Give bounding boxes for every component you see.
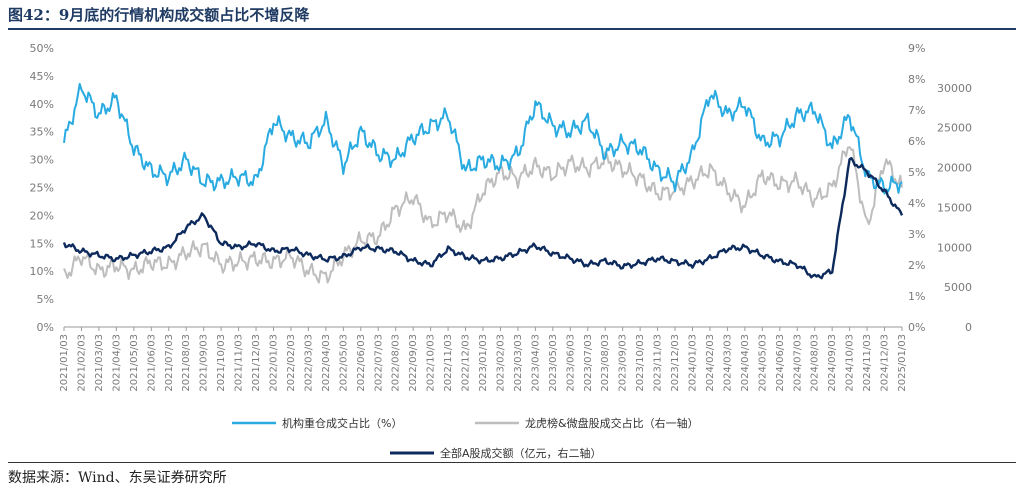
left-axis-tick-label: 0%	[37, 321, 54, 334]
x-axis-tick-label: 2023/10/03	[635, 334, 646, 392]
right-axis-1-tick-label: 2%	[908, 259, 925, 272]
left-axis-tick-label: 20%	[30, 209, 54, 222]
x-axis-tick-label: 2021/05/03	[129, 334, 140, 392]
x-axis-tick-label: 2024/08/03	[810, 334, 821, 392]
source-divider	[8, 462, 1016, 463]
x-axis-tick-label: 2024/12/03	[880, 334, 891, 392]
x-axis-tick-label: 2022/11/03	[443, 334, 454, 392]
left-axis-tick-label: 30%	[30, 154, 54, 167]
legend-label: 龙虎榜&微盘股成交占比（右一轴）	[525, 416, 699, 430]
series-line-2	[63, 146, 903, 284]
right-axis-1-tick-label: 4%	[908, 197, 925, 210]
x-axis-tick-label: 2024/01/03	[688, 334, 699, 392]
x-axis-tick-label: 2024/10/03	[845, 334, 856, 392]
left-axis: 0% 5% 10% 15% 20% 25% 30% 35% 40% 45% 50%	[30, 42, 54, 334]
x-axis-tick-label: 2024/05/03	[757, 334, 768, 392]
right-axis-1-tick-label: 7%	[908, 104, 925, 117]
x-axis-tick-label: 2021/10/03	[216, 334, 227, 392]
x-axis-tick-label: 2022/06/03	[356, 334, 367, 392]
right-axis-1-tick-label: 5%	[908, 166, 925, 179]
x-axis-tick-label: 2023/06/03	[565, 334, 576, 392]
x-axis-tick-label: 2024/07/03	[792, 334, 803, 392]
left-axis-tick-label: 35%	[30, 126, 54, 139]
x-axis-tick-label: 2023/07/03	[583, 334, 594, 392]
x-axis-tick-label: 2022/02/03	[286, 334, 297, 392]
right-axis-1-tick-label: 1%	[908, 290, 925, 303]
x-axis-tick-label: 2023/02/03	[495, 334, 506, 392]
left-axis-tick-label: 45%	[30, 70, 54, 83]
x-axis-tick-label: 2021/12/03	[251, 334, 262, 392]
left-axis-tick-label: 5%	[37, 293, 54, 306]
x-axis-tick-label: 2023/11/03	[653, 334, 664, 392]
x-axis-tick-label: 2022/04/03	[321, 334, 332, 392]
right-axis-2-tick-label: 20000	[937, 162, 972, 175]
right-axis-1-tick-label: 3%	[908, 228, 925, 241]
chart-title: 图42：9月底的行情机构成交额占比不增反降	[8, 6, 310, 24]
x-axis-tick-label: 2022/05/03	[338, 334, 349, 392]
x-axis-tick-label: 2024/02/03	[705, 334, 716, 392]
x-axis-tick-label: 2023/12/03	[670, 334, 681, 392]
left-axis-tick-label: 15%	[30, 237, 54, 250]
right-axis-2-tick-label: 5000	[944, 281, 972, 294]
series-layer	[62, 82, 904, 284]
x-axis-tick-label: 2024/04/03	[740, 334, 751, 392]
x-axis-tick-label: 2022/07/03	[373, 334, 384, 392]
series-line-3	[62, 156, 904, 280]
right-axis-1: 0% 1% 2% 3% 4% 5% 6% 7% 8% 9%	[908, 42, 925, 334]
x-axis-tick-label: 2023/01/03	[478, 334, 489, 392]
right-axis-2-tick-label: 25000	[937, 122, 972, 135]
x-axis-tick-label: 2024/06/03	[775, 334, 786, 392]
right-axis-1-tick-label: 9%	[908, 42, 925, 55]
x-axis-tick-label: 2021/08/03	[181, 334, 192, 392]
x-axis-tick-label: 2025/01/03	[897, 334, 908, 392]
right-axis-2: 0 5000 10000 15000 20000 25000 30000	[937, 82, 972, 334]
x-axis-tick-label: 2022/09/03	[408, 334, 419, 392]
legend: 机构重仓成交占比（%） 龙虎榜&微盘股成交占比（右一轴） 全部A股成交额（亿元，右二…	[232, 416, 699, 460]
right-axis-2-tick-label: 10000	[937, 241, 972, 254]
x-axis-tick-label: 2021/07/03	[164, 334, 175, 392]
x-axis-tick-label: 2021/09/03	[199, 334, 210, 392]
source-note: 数据来源：Wind、东吴证券研究所	[8, 470, 227, 486]
x-axis-tick-label: 2024/03/03	[722, 334, 733, 392]
x-axis-tick-label: 2021/01/03	[59, 334, 70, 392]
x-axis-tick-label: 2023/05/03	[548, 334, 559, 392]
right-axis-2-tick-label: 30000	[937, 82, 972, 95]
right-axis-1-tick-label: 0%	[908, 321, 925, 334]
right-axis-1-tick-label: 8%	[908, 73, 925, 86]
x-axis-tick-label: 2023/09/03	[618, 334, 629, 392]
x-axis-tick-label: 2022/01/03	[269, 334, 280, 392]
right-axis-2-tick-label: 15000	[937, 201, 972, 214]
right-axis-2-tick-label: 0	[965, 321, 972, 334]
x-axis-tick-label: 2022/08/03	[391, 334, 402, 392]
x-axis-tick-label: 2021/02/03	[76, 334, 87, 392]
x-axis-tick-label: 2021/06/03	[146, 334, 157, 392]
x-axis-tick-label: 2021/04/03	[111, 334, 122, 392]
title-divider	[8, 28, 1016, 30]
chart-svg: 0% 5% 10% 15% 20% 25% 30% 35% 40% 45% 50% 0% 1% 2% 3%…	[30, 42, 972, 460]
x-axis-tick-label: 2022/10/03	[426, 334, 437, 392]
x-axis-tick-label: 2022/12/03	[461, 334, 472, 392]
legend-label: 全部A股成交额（亿元，右二轴）	[440, 446, 602, 460]
x-axis-tick-label: 2023/08/03	[600, 334, 611, 392]
x-axis-tick-label: 2024/11/03	[862, 334, 873, 392]
left-axis-tick-label: 25%	[30, 182, 54, 195]
left-axis-tick-label: 40%	[30, 98, 54, 111]
series-line-1	[63, 82, 903, 195]
left-axis-tick-label: 10%	[30, 265, 54, 278]
legend-label: 机构重仓成交占比（%）	[282, 416, 402, 430]
x-axis-tick-label: 2021/11/03	[234, 334, 245, 392]
x-axis-tick-label: 2022/03/03	[303, 334, 314, 392]
left-axis-tick-label: 50%	[30, 42, 54, 55]
right-axis-1-tick-label: 6%	[908, 135, 925, 148]
x-axis-tick-label: 2021/03/03	[94, 334, 105, 392]
x-axis-ticks: 2021/01/03 2021/02/03 2021/03/03 2021/04/03…	[59, 327, 908, 392]
x-axis-tick-label: 2023/04/03	[530, 334, 541, 392]
x-axis-tick-label: 2024/09/03	[827, 334, 838, 392]
x-axis-tick-label: 2023/03/03	[513, 334, 524, 392]
